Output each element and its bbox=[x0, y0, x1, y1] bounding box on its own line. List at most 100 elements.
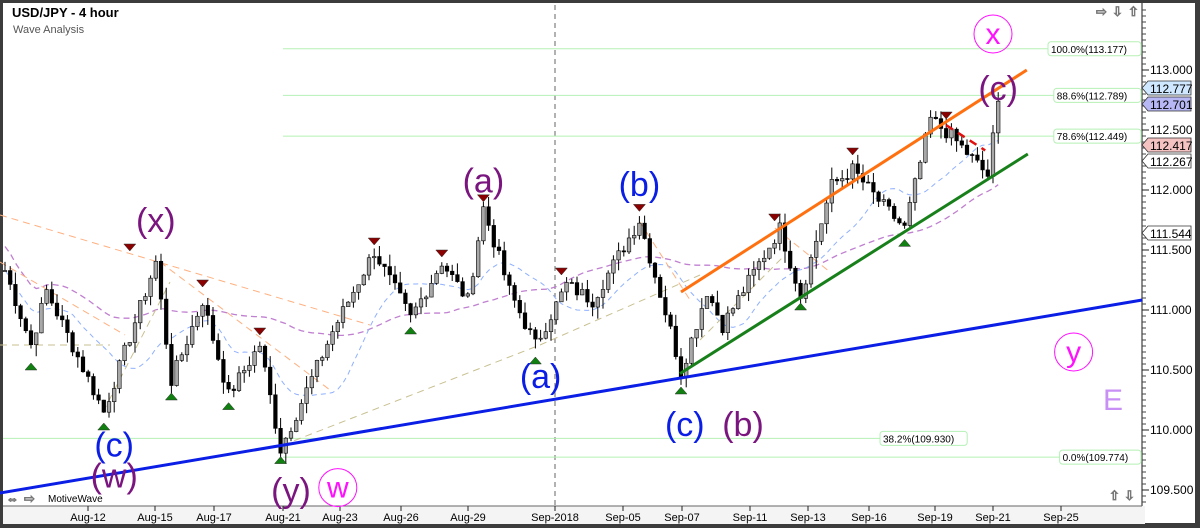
candle bbox=[840, 170, 845, 188]
candle bbox=[60, 305, 65, 327]
candle-body bbox=[496, 246, 502, 251]
chart-title: USD/JPY - 4 hour bbox=[12, 5, 119, 20]
swing-high-marker bbox=[253, 327, 267, 336]
candles bbox=[2, 92, 1001, 464]
candle bbox=[216, 333, 221, 362]
candle-body bbox=[372, 256, 377, 259]
swing-high-marker bbox=[476, 194, 490, 203]
time-tick-label: Aug-23 bbox=[322, 512, 357, 524]
candle-body bbox=[819, 223, 824, 242]
candle-body bbox=[91, 376, 96, 396]
candle bbox=[793, 266, 798, 292]
candle-body bbox=[569, 282, 574, 284]
candle-body bbox=[720, 314, 725, 333]
candle-body bbox=[476, 240, 481, 277]
candle-body bbox=[392, 274, 398, 284]
candle bbox=[491, 219, 496, 258]
candle-body bbox=[153, 260, 158, 279]
candle-body bbox=[725, 312, 730, 333]
wave-label: (a) bbox=[520, 358, 562, 396]
candle bbox=[730, 307, 736, 317]
candle bbox=[720, 314, 725, 336]
time-tick-label: Sep-05 bbox=[605, 512, 640, 524]
candle bbox=[590, 293, 595, 317]
circled-wave-label: w bbox=[326, 472, 349, 505]
candle bbox=[996, 92, 1001, 144]
zoom-out-arrow-icon[interactable]: ⇩ bbox=[1124, 488, 1136, 504]
candle-body bbox=[751, 269, 756, 276]
scroll-forward-icon[interactable]: ⇨ bbox=[24, 491, 36, 507]
swing-low-marker bbox=[164, 392, 178, 401]
candle-body bbox=[273, 394, 278, 429]
candle bbox=[762, 250, 767, 271]
candle bbox=[964, 139, 970, 156]
wave-label: (w) bbox=[91, 458, 138, 496]
candle-body bbox=[876, 191, 881, 202]
candle-body bbox=[387, 266, 392, 276]
candle bbox=[554, 301, 559, 325]
candle-body bbox=[13, 284, 18, 306]
candle bbox=[18, 303, 23, 327]
candle-body bbox=[429, 283, 434, 298]
candle bbox=[13, 272, 18, 314]
candle-body bbox=[756, 261, 762, 270]
candle bbox=[34, 332, 39, 357]
fib-label: 38.2%(109.930) bbox=[883, 434, 954, 445]
tan-dashed-line bbox=[699, 254, 786, 341]
candle-body bbox=[543, 331, 548, 339]
candle-body bbox=[632, 235, 637, 239]
candle-body bbox=[486, 206, 491, 226]
zoom-in-arrow-icon[interactable]: ⇧ bbox=[1109, 488, 1121, 504]
price-tag-label: 112.701 bbox=[1150, 98, 1193, 112]
time-tick-label: Sep-13 bbox=[790, 512, 825, 524]
candle bbox=[574, 276, 580, 301]
candle bbox=[205, 297, 210, 325]
candle-body bbox=[278, 428, 283, 454]
candle-body bbox=[65, 319, 70, 333]
candle bbox=[746, 268, 751, 302]
scroll-right-arrow-icon[interactable]: ⇨ bbox=[1096, 4, 1108, 20]
candle-body bbox=[101, 399, 106, 413]
candle bbox=[49, 281, 54, 306]
candle bbox=[803, 279, 808, 304]
candle-body bbox=[538, 337, 543, 340]
pan-arrows-icon[interactable]: ⇔ bbox=[6, 491, 20, 507]
candle bbox=[325, 340, 330, 361]
candle bbox=[252, 345, 257, 373]
candle-body bbox=[205, 305, 210, 316]
candle bbox=[777, 213, 782, 251]
candle-body bbox=[75, 351, 80, 358]
candle bbox=[179, 352, 184, 363]
candle bbox=[642, 215, 647, 240]
candle bbox=[585, 279, 590, 308]
candle bbox=[444, 263, 450, 278]
candle-body bbox=[626, 237, 632, 253]
candle bbox=[101, 399, 106, 413]
candle bbox=[424, 295, 429, 307]
candle-body bbox=[990, 132, 996, 177]
candle-body bbox=[673, 325, 678, 357]
orange-dashed-line bbox=[639, 221, 691, 301]
time-tick-label: Sep-19 bbox=[917, 512, 952, 524]
candle bbox=[465, 292, 470, 298]
candle bbox=[689, 336, 694, 365]
candle-body bbox=[169, 344, 174, 386]
candle-body bbox=[730, 308, 736, 314]
candle bbox=[814, 230, 819, 269]
candle bbox=[242, 365, 247, 383]
candle-body bbox=[247, 365, 252, 371]
candle bbox=[808, 254, 814, 288]
scroll-down-arrow-icon[interactable]: ⇩ bbox=[1112, 4, 1124, 20]
candle bbox=[23, 316, 28, 334]
candle bbox=[912, 177, 918, 211]
swing-high-marker bbox=[768, 213, 782, 222]
candle bbox=[320, 355, 325, 367]
scroll-up-arrow-icon[interactable]: ⇧ bbox=[1128, 4, 1140, 20]
candle-body bbox=[231, 388, 236, 391]
candle-body bbox=[949, 128, 954, 139]
candle-body bbox=[507, 274, 512, 286]
candle bbox=[190, 314, 195, 348]
candle bbox=[356, 284, 361, 300]
candle-body bbox=[944, 128, 949, 139]
